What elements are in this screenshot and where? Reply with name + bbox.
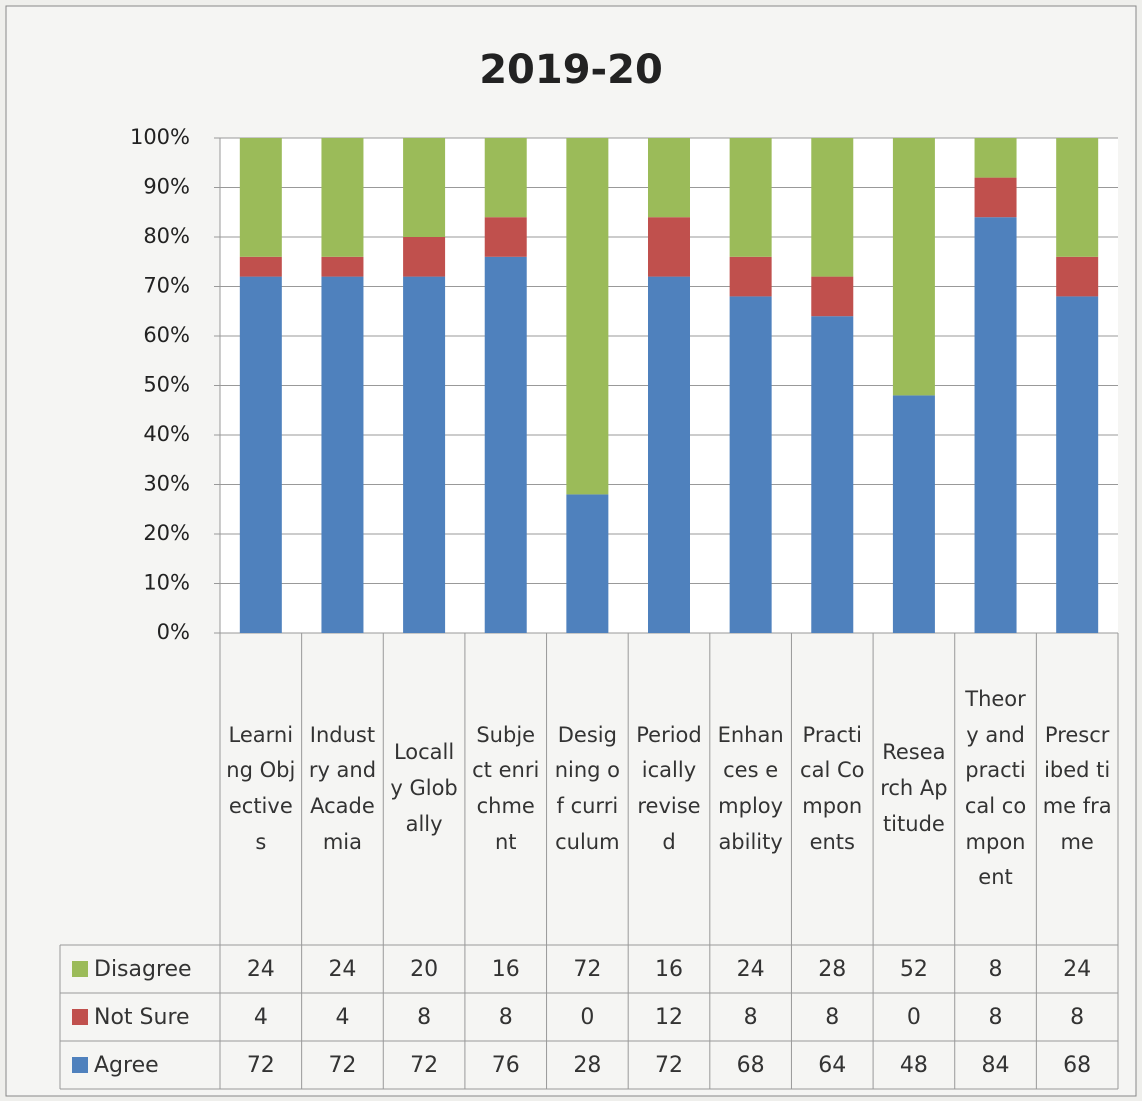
table-value: 84 [981, 1052, 1010, 1078]
category-label: Prescribed time frame [1042, 722, 1112, 854]
chart-title: 2019-20 [479, 47, 663, 93]
table-value: 4 [335, 1004, 350, 1030]
bar-segment [648, 217, 690, 277]
bar-segment [1056, 138, 1099, 257]
bar-segment [566, 138, 609, 495]
table-value: 72 [328, 1052, 357, 1078]
y-tick-label: 20% [143, 521, 190, 545]
bar-segment [1056, 296, 1099, 633]
bar-segment [403, 138, 446, 237]
bar-segment [648, 138, 690, 218]
legend-entry: Disagree [60, 945, 220, 993]
table-value: 64 [818, 1052, 847, 1078]
table-value: 8 [1070, 1004, 1085, 1030]
legend-entry: Not Sure [60, 993, 220, 1041]
bar-segment [729, 138, 772, 257]
bar-segment [403, 237, 446, 277]
table-value: 24 [328, 956, 357, 982]
y-tick-label: 90% [143, 175, 190, 199]
y-tick-label: 30% [143, 472, 190, 496]
category-label: Subject enrichment [472, 722, 540, 854]
bar-segment [811, 276, 854, 317]
category-label: Enhances employability [717, 722, 784, 854]
table-value: 4 [253, 1004, 268, 1030]
bar-segment [239, 138, 282, 257]
bar-segment [484, 138, 527, 218]
y-tick-label: 10% [143, 571, 190, 595]
bar-segment [892, 395, 935, 633]
bar-segment [811, 316, 854, 633]
category-label: Periodically revised [636, 722, 702, 854]
table-value: 12 [654, 1004, 683, 1030]
category-label: Industry and Academia [308, 722, 377, 854]
table-value: 0 [906, 1004, 921, 1030]
y-tick-label: 100% [130, 125, 190, 149]
category-label: Theory and practical component [964, 686, 1027, 890]
bar-segment [974, 217, 1017, 633]
table-value: 72 [654, 1052, 683, 1078]
bar-segment [974, 177, 1017, 218]
bar-segment [321, 276, 364, 633]
bar-segment [321, 256, 364, 277]
table-value: 8 [825, 1004, 840, 1030]
bar-segment [729, 256, 772, 297]
table-value: 8 [417, 1004, 432, 1030]
table-value: 8 [498, 1004, 513, 1030]
table-value: 0 [580, 1004, 595, 1030]
y-tick-label: 70% [143, 274, 190, 298]
table-value: 72 [246, 1052, 275, 1078]
legend-swatch [72, 1009, 88, 1025]
bar-segment [403, 276, 446, 633]
bar-segment [239, 276, 282, 633]
table-value: 28 [818, 956, 847, 982]
table-value: 8 [743, 1004, 758, 1030]
bar-segment [239, 256, 282, 277]
table-value: 28 [573, 1052, 602, 1078]
bar-segment [729, 296, 772, 633]
bar-segment [321, 138, 364, 257]
table-value: 8 [988, 1004, 1003, 1030]
table-value: 16 [654, 956, 683, 982]
category-label: Learning Objectives [226, 722, 296, 854]
bar-segment [484, 256, 527, 633]
category-label: Practical Components [800, 722, 865, 854]
y-tick-label: 0% [157, 620, 190, 644]
category-label: Locally Globally [390, 740, 458, 836]
bar-segment [974, 138, 1017, 178]
category-label: Research Aptitude [880, 740, 948, 836]
legend-label: Not Sure [94, 1004, 190, 1030]
table-value: 52 [899, 956, 928, 982]
legend-entry: Agree [60, 1041, 220, 1089]
y-tick-label: 60% [143, 323, 190, 347]
table-value: 8 [988, 956, 1003, 982]
bar-segment [566, 494, 609, 633]
table-value: 48 [899, 1052, 928, 1078]
table-value: 24 [246, 956, 275, 982]
legend-swatch [72, 1057, 88, 1073]
table-value: 24 [736, 956, 765, 982]
table-value: 68 [736, 1052, 765, 1078]
y-tick-label: 80% [143, 224, 190, 248]
bar-segment [892, 138, 935, 396]
table-value: 76 [491, 1052, 520, 1078]
table-value: 16 [491, 956, 520, 982]
table-value: 72 [573, 956, 602, 982]
legend-label: Disagree [94, 956, 192, 982]
bar-segment [484, 217, 527, 257]
bar-segment [1056, 256, 1099, 297]
legend-label: Agree [94, 1052, 159, 1078]
legend-swatch [72, 961, 88, 977]
table-value: 68 [1063, 1052, 1092, 1078]
table-value: 72 [410, 1052, 439, 1078]
table-value: 20 [410, 956, 439, 982]
bar-segment [811, 138, 854, 277]
y-tick-label: 40% [143, 422, 190, 446]
y-tick-label: 50% [143, 373, 190, 397]
table-value: 24 [1063, 956, 1092, 982]
category-label: Designing of curriculum [554, 722, 620, 854]
bar-segment [648, 276, 690, 633]
